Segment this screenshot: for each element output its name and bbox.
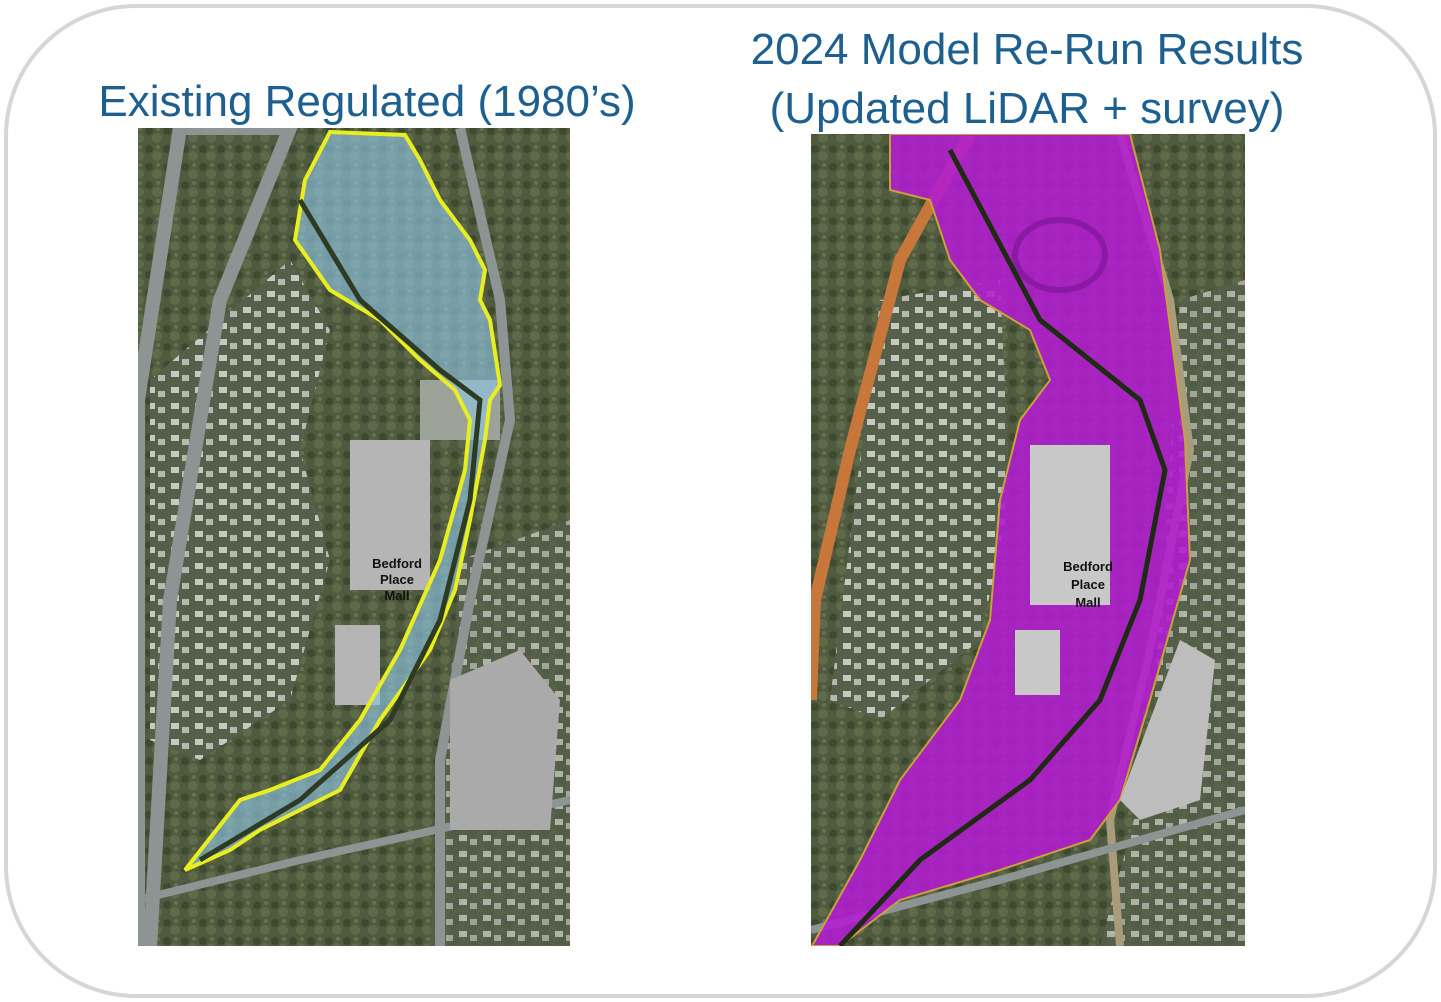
building — [1030, 445, 1110, 605]
building — [450, 650, 560, 830]
map-label: Bedford — [1063, 559, 1113, 574]
panel-title: (Updated LiDAR + survey) — [770, 84, 1285, 133]
right-map: Bedford Place Mall — [811, 134, 1245, 946]
road — [435, 128, 516, 946]
left-map: Bedford Place Mall — [138, 128, 570, 946]
river — [198, 198, 483, 863]
highway — [811, 134, 976, 701]
building — [350, 440, 430, 590]
map-label: Place — [1071, 577, 1105, 592]
panel-title: Existing Regulated (1980’s) — [98, 77, 635, 126]
highway — [138, 128, 298, 946]
flood-zone — [811, 134, 1192, 946]
track — [1012, 217, 1108, 293]
map-label: Mall — [384, 588, 409, 603]
building — [1015, 630, 1060, 695]
building — [335, 625, 380, 705]
panel-title: 2024 Model Re-Run Results — [751, 25, 1304, 74]
map-label: Bedford — [372, 556, 422, 571]
map-label: Mall — [1075, 595, 1100, 610]
residential — [150, 260, 330, 760]
building — [1120, 640, 1215, 820]
map-label: Place — [380, 572, 414, 587]
residential — [830, 280, 1010, 720]
river — [838, 148, 1168, 946]
flood-zone — [183, 129, 503, 872]
